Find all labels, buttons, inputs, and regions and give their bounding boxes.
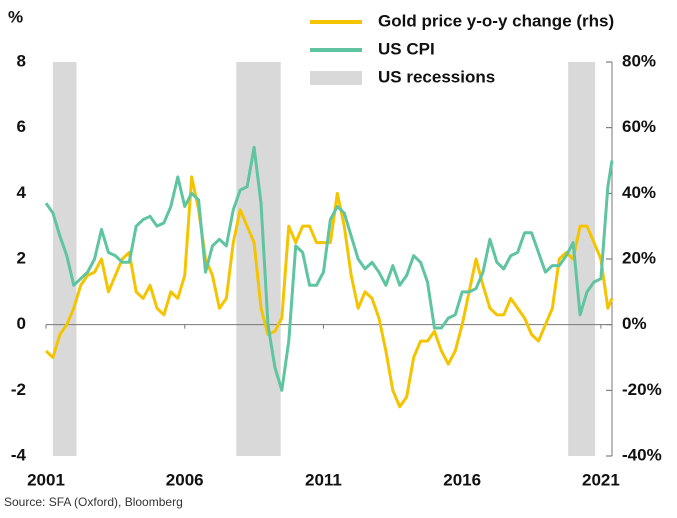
x-tick-label: 2006 bbox=[166, 470, 204, 489]
series-line bbox=[44, 145, 614, 392]
y-tick-label: 6 bbox=[17, 117, 26, 136]
x-tick-label: 2001 bbox=[27, 470, 65, 489]
legend-label: Gold price y-o-y change (rhs) bbox=[378, 11, 614, 30]
y2-tick-label: 0% bbox=[622, 314, 647, 333]
y2-tick-label: -40% bbox=[622, 445, 662, 464]
series-line bbox=[44, 175, 614, 409]
y2-tick-label: 20% bbox=[622, 248, 656, 267]
y-tick-label: -2 bbox=[11, 380, 26, 399]
source: Source: SFA (Oxford), Bloomberg bbox=[4, 495, 183, 509]
y2-tick-label: 40% bbox=[622, 183, 656, 202]
recession-band bbox=[236, 62, 281, 456]
y-axis-label: % bbox=[8, 7, 23, 26]
recession-band bbox=[52, 62, 77, 456]
x-tick-label: 2016 bbox=[443, 470, 481, 489]
y-tick-label: 4 bbox=[17, 183, 27, 202]
x-tick-label: 2011 bbox=[305, 470, 342, 489]
legend-swatch bbox=[310, 71, 362, 85]
legend-label: US CPI bbox=[378, 39, 435, 58]
y2-tick-label: -20% bbox=[622, 380, 662, 399]
y-tick-label: -4 bbox=[11, 445, 27, 464]
legend-label: US recessions bbox=[378, 67, 495, 86]
y2-tick-label: 60% bbox=[622, 117, 656, 136]
y2-tick-label: 80% bbox=[622, 51, 656, 70]
y-tick-label: 8 bbox=[17, 51, 26, 70]
y-tick-label: 2 bbox=[17, 248, 26, 267]
x-tick-label: 2021 bbox=[582, 470, 620, 489]
y-tick-label: 0 bbox=[17, 314, 26, 333]
